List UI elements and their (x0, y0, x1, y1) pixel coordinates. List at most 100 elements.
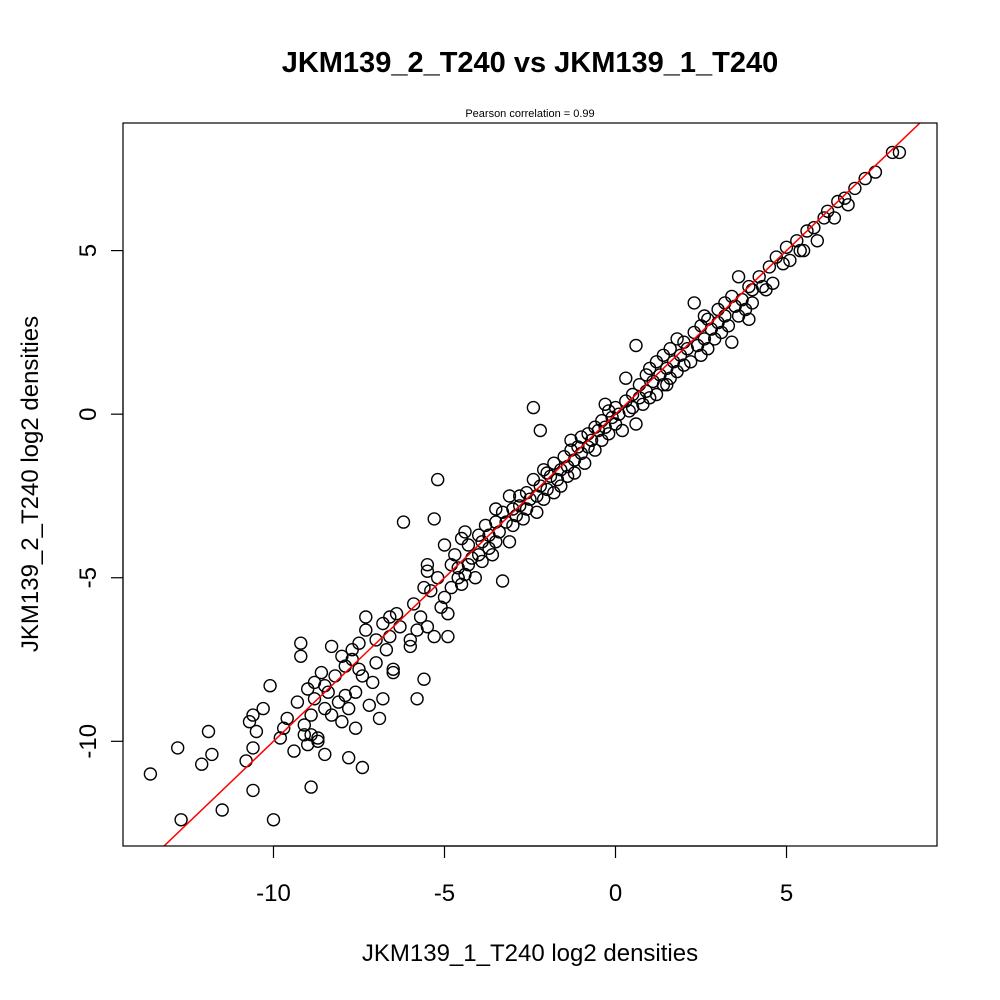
data-point (827, 211, 842, 225)
data-point (663, 342, 677, 356)
data-point (246, 741, 260, 755)
data-point (516, 512, 530, 526)
data-point (420, 564, 435, 578)
data-point (345, 643, 359, 657)
data-point (403, 639, 417, 654)
data-point (321, 685, 335, 699)
data-point (742, 312, 756, 326)
data-point (560, 469, 575, 483)
data-point (427, 512, 441, 526)
data-point (461, 538, 476, 552)
data-point (468, 571, 482, 585)
data-point (324, 639, 339, 654)
data-point (800, 224, 814, 238)
data-point (170, 741, 185, 755)
data-point (670, 332, 684, 346)
data-point (625, 387, 640, 402)
x-tick-label: -5 (434, 880, 455, 907)
data-point (752, 270, 766, 284)
y-tick-label: 5 (75, 244, 102, 257)
data-point (290, 695, 305, 709)
data-point (731, 270, 746, 284)
data-point (389, 607, 404, 621)
data-point (246, 708, 260, 722)
data-point (766, 276, 780, 290)
data-point (725, 335, 739, 349)
data-point (513, 499, 527, 513)
data-point (328, 669, 342, 683)
data-point (407, 597, 421, 611)
data-point (342, 701, 356, 716)
data-point (304, 780, 318, 794)
x-axis-label: JKM139_1_T240 log2 densities (362, 940, 698, 967)
data-point (584, 433, 599, 447)
data-point (249, 724, 264, 739)
y-axis: -10 -5 0 5 (75, 244, 124, 759)
data-point (817, 211, 831, 225)
data-point (205, 747, 219, 762)
data-point (352, 662, 366, 676)
data-point (602, 427, 616, 441)
data-point (335, 715, 349, 729)
data-point (256, 701, 270, 716)
data-point (454, 577, 469, 591)
data-point (174, 813, 188, 827)
data-point (427, 629, 441, 644)
data-point (472, 548, 486, 562)
data-point (431, 472, 445, 487)
data-point (359, 623, 373, 637)
data-point (643, 391, 657, 405)
data-point (417, 580, 431, 595)
data-point (376, 616, 390, 631)
data-point (304, 708, 318, 722)
data-point (475, 554, 489, 569)
data-point (578, 456, 592, 470)
data-point (410, 692, 424, 706)
y-axis-label: JKM139_2_T240 log2 densities (17, 316, 44, 652)
data-point (721, 319, 736, 333)
data-point (537, 463, 551, 477)
data-point (348, 685, 363, 699)
data-point (307, 692, 322, 706)
data-point (502, 489, 517, 503)
data-point (499, 515, 513, 529)
data-point (366, 675, 380, 690)
data-point (386, 665, 400, 680)
data-point (697, 309, 712, 323)
data-point (526, 472, 541, 487)
data-point (523, 492, 537, 506)
data-point (458, 525, 472, 539)
data-point (369, 656, 383, 670)
data-point (314, 665, 329, 680)
data-point (355, 669, 370, 683)
data-point (848, 181, 862, 196)
data-point (461, 558, 476, 572)
data-point (588, 443, 602, 457)
data-point (417, 672, 431, 686)
data-point (776, 257, 790, 271)
data-point (660, 378, 674, 392)
data-point (807, 220, 821, 235)
data-point (684, 355, 698, 369)
data-point (711, 302, 725, 317)
data-point (393, 620, 407, 634)
data-point (273, 731, 287, 745)
data-point (868, 165, 883, 179)
fit-line-layer (162, 123, 921, 846)
data-point (892, 145, 907, 160)
data-point (263, 679, 277, 693)
data-point (489, 502, 503, 516)
x-tick-label: 0 (609, 880, 622, 907)
data-point (348, 721, 363, 735)
data-point (598, 397, 612, 411)
x-axis: -10 -5 0 5 (256, 845, 793, 907)
data-point (355, 760, 370, 775)
x-tick-label: 5 (780, 880, 793, 907)
data-point (615, 423, 629, 438)
data-point (201, 724, 216, 739)
data-point (403, 633, 417, 647)
data-point (372, 711, 387, 726)
data-point (885, 145, 900, 160)
data-point (287, 744, 301, 758)
data-point (376, 692, 390, 706)
